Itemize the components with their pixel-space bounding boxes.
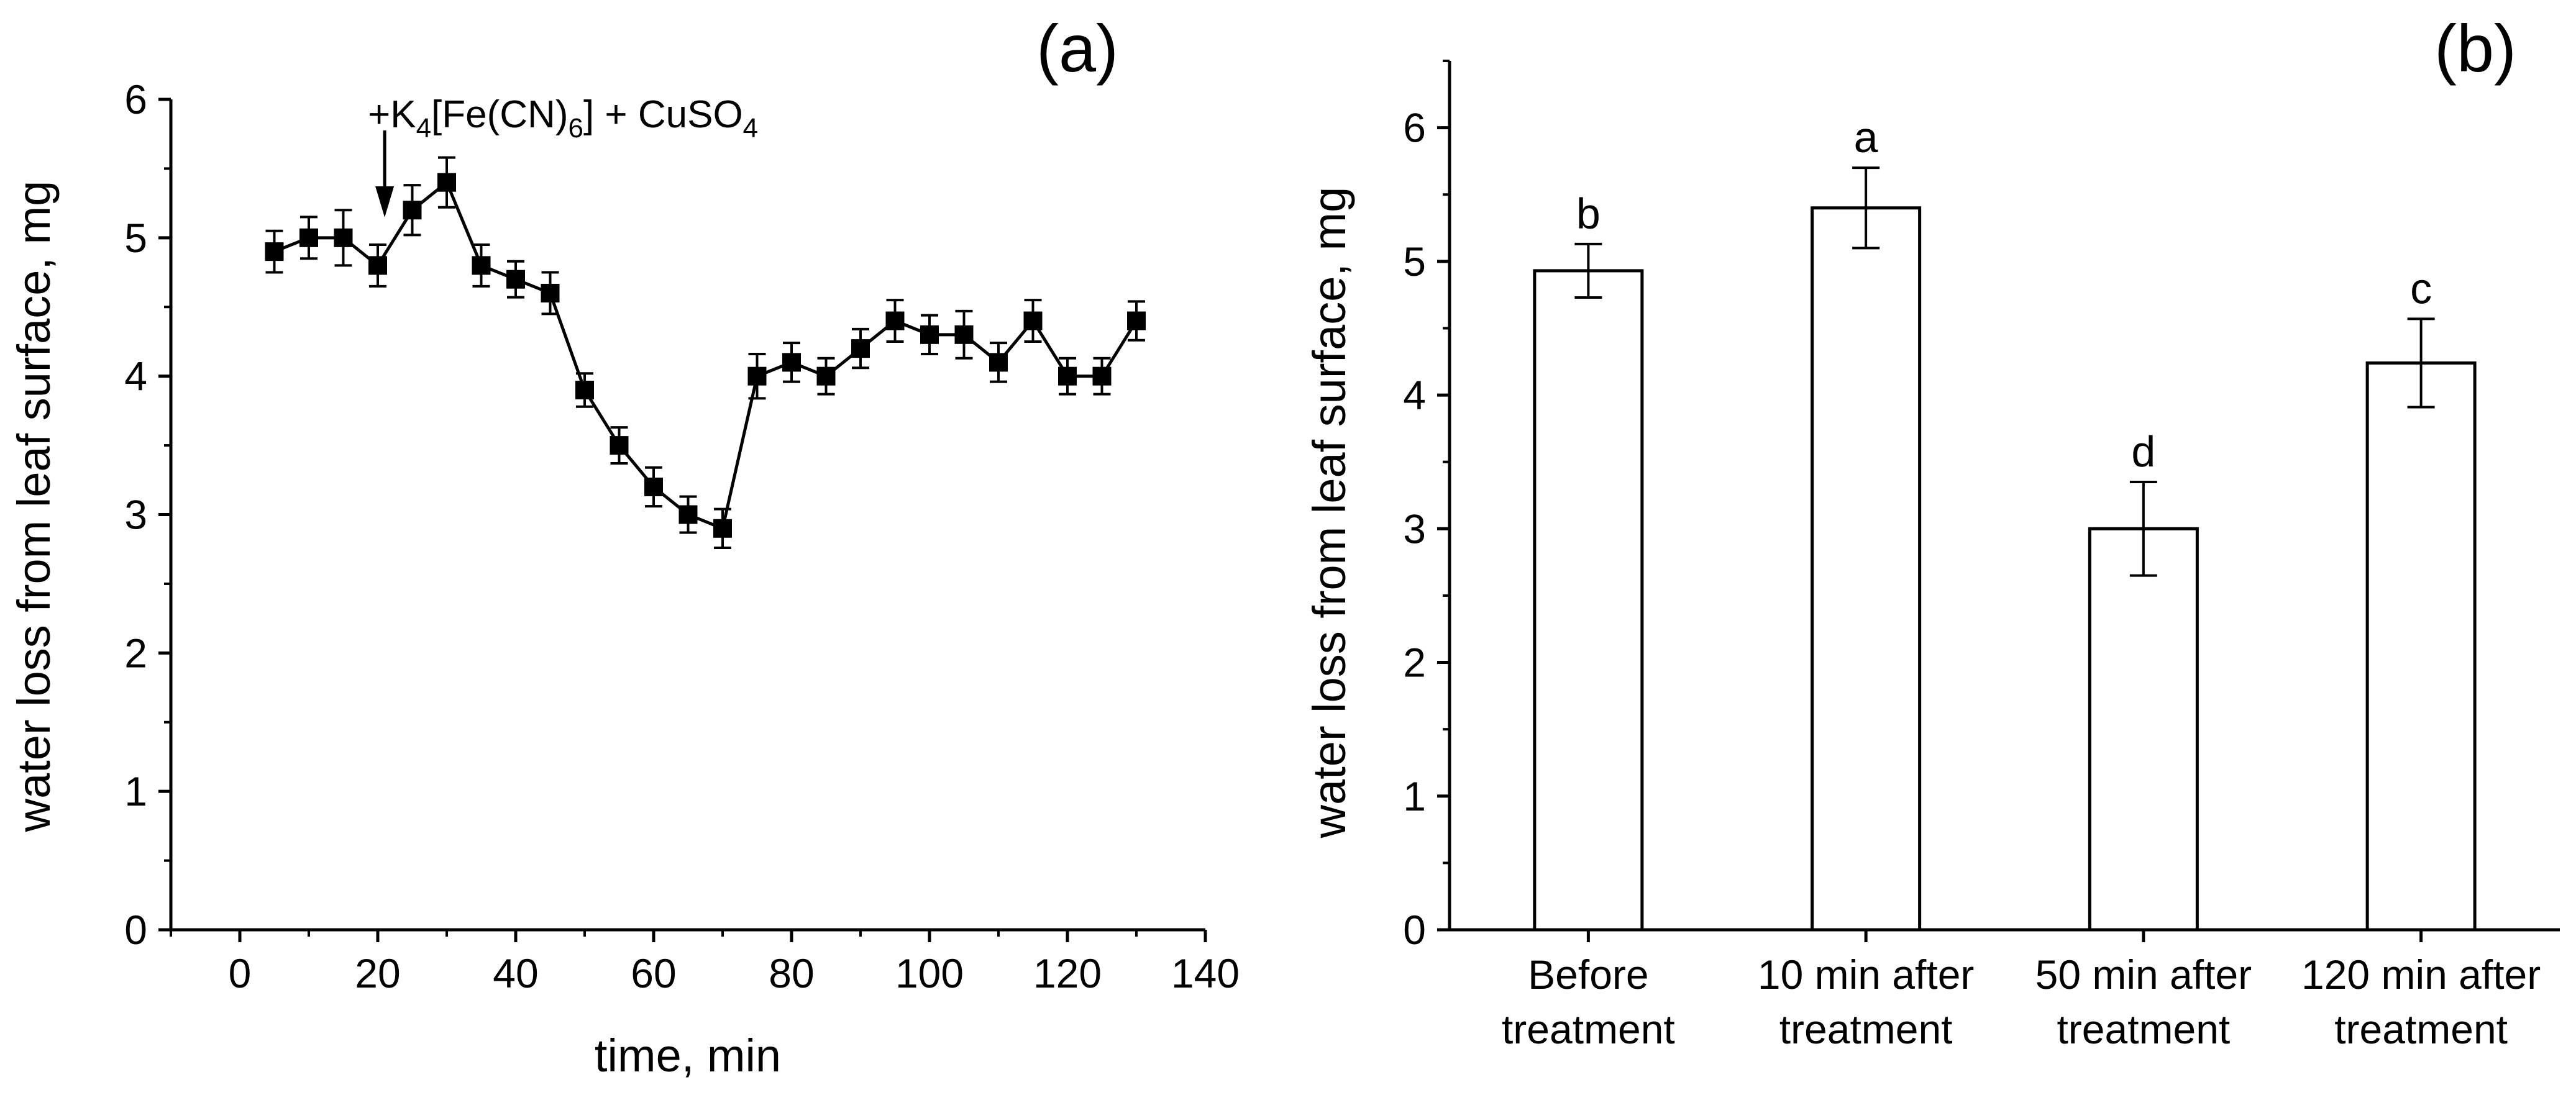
data-point (885, 311, 905, 330)
data-point (678, 505, 698, 524)
significance-letter: b (1576, 189, 1601, 238)
significance-letter: d (2131, 427, 2155, 476)
panel-a-y-tick-label: 3 (124, 492, 147, 538)
panel-a-y-tick-label: 4 (124, 353, 147, 399)
data-point (816, 366, 836, 386)
data-point (782, 353, 801, 372)
data-point (575, 380, 594, 399)
treatment-annotation: +K4[Fe(CN)6] + CuSO4 (368, 93, 758, 143)
panel-a-x-tick-label: 0 (229, 950, 252, 996)
panel-b-category-label: 120 min after (2301, 952, 2541, 997)
panel-b-bar-chart: (b) 0 1 2 3 4 5 6 Before treatment 10 min after tr… (1304, 11, 2560, 1052)
data-point (920, 325, 939, 344)
data-point (713, 519, 732, 538)
data-point (1058, 366, 1077, 386)
panel-a-label: (a) (1036, 11, 1118, 86)
panel-b-y-tick-label: 5 (1403, 239, 1426, 284)
data-point (437, 173, 456, 192)
panel-b-y-tick-label: 3 (1403, 506, 1426, 552)
panel-a-x-tick-label: 80 (769, 950, 814, 996)
panel-a-y-axis-title: water loss from leaf surface, mg (8, 181, 60, 833)
panel-b-ticks: 0 1 2 3 4 5 6 Before treatment 10 min after treatm… (1403, 60, 2541, 1052)
data-point (368, 256, 387, 275)
panel-a-x-tick-label: 120 (1033, 950, 1102, 996)
data-point (541, 283, 560, 302)
significance-letter: c (2410, 264, 2432, 312)
annotation-arrow-head (375, 186, 395, 217)
panel-a-annotation: +K4[Fe(CN)6] + CuSO4 (368, 93, 758, 217)
panel-b-category-label: treatment (1502, 1006, 1675, 1052)
data-point (747, 366, 767, 386)
data-point (1023, 311, 1043, 330)
anno-mid: [Fe(CN) (431, 93, 568, 136)
data-point (989, 353, 1008, 372)
anno-sub-2: 6 (568, 113, 583, 143)
data-point (954, 325, 974, 344)
data-point (644, 477, 663, 496)
bar (1533, 269, 1644, 932)
data-point (851, 339, 870, 358)
panel-a-ticks: 0 20 40 60 80 100 120 140 0 1 2 3 4 5 6 (124, 76, 1240, 996)
data-point (1127, 311, 1146, 330)
data-point (334, 228, 353, 247)
panel-a-x-tick-label: 140 (1171, 950, 1240, 996)
panel-b-category-label: treatment (1779, 1006, 1953, 1052)
panel-b-y-tick-label: 2 (1403, 640, 1426, 686)
panel-a-y-tick-label: 0 (124, 907, 147, 953)
data-point (1092, 366, 1112, 386)
anno-prefix: +K (368, 93, 416, 136)
bar (2365, 361, 2477, 932)
panel-b-y-tick-label: 6 (1403, 105, 1426, 151)
anno-sub-1: 4 (416, 113, 431, 143)
panel-b-category-label: treatment (2334, 1006, 2508, 1052)
panel-b-y-tick-label: 1 (1403, 773, 1426, 819)
panel-b-label: (b) (2434, 11, 2516, 86)
panel-b-category-label: 50 min after (2035, 952, 2252, 997)
data-point (610, 436, 629, 455)
data-point (299, 228, 318, 247)
panel-a-x-axis-title: time, min (595, 1030, 781, 1081)
bar (2088, 527, 2199, 932)
panel-b-y-tick-label: 0 (1403, 907, 1426, 953)
panel-a-series (265, 156, 1146, 549)
panel-a-y-tick-label: 6 (124, 76, 147, 122)
panel-a-y-tick-label: 5 (124, 215, 147, 261)
panel-b-bars: b a d c (1533, 113, 2477, 932)
panel-b-y-axis-title: water loss from leaf surface, mg (1304, 187, 1355, 839)
panel-a-x-tick-label: 20 (355, 950, 400, 996)
data-point (403, 201, 422, 220)
data-point (472, 256, 491, 275)
panel-a-y-tick-label: 2 (124, 630, 147, 676)
panel-b-category-label: 10 min after (1758, 952, 1975, 997)
panel-b-category-label: Before (1528, 952, 1648, 997)
panel-a-x-tick-label: 60 (631, 950, 676, 996)
panel-b-y-tick-label: 4 (1403, 372, 1426, 418)
significance-letter: a (1854, 113, 1878, 161)
panel-a-y-tick-label: 1 (124, 768, 147, 814)
anno-sub-3: 4 (743, 113, 758, 143)
data-point (506, 270, 525, 289)
anno-mid-2: ] + CuSO (583, 93, 743, 136)
panel-b-category-label: treatment (2057, 1006, 2230, 1052)
bar (1811, 206, 1922, 932)
panel-a-x-tick-label: 40 (493, 950, 538, 996)
panel-a-x-tick-label: 100 (895, 950, 964, 996)
data-point (265, 242, 284, 261)
